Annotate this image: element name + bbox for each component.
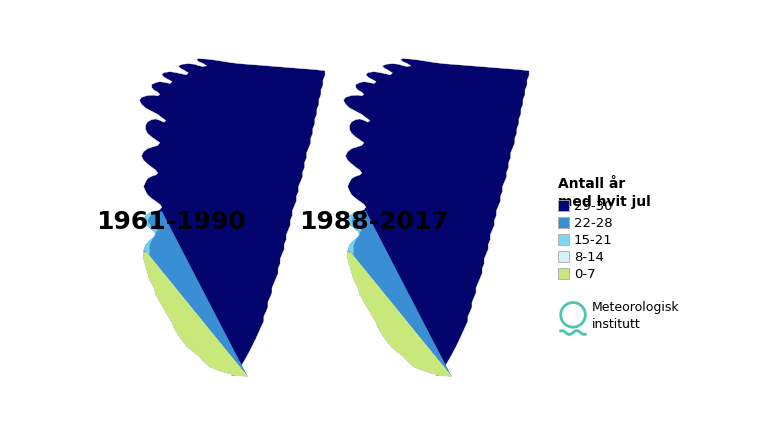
- Bar: [558, 201, 569, 212]
- Polygon shape: [144, 212, 247, 377]
- Polygon shape: [343, 59, 529, 377]
- Bar: [558, 268, 569, 279]
- Text: 29-30: 29-30: [574, 200, 612, 212]
- Text: 0-7: 0-7: [574, 267, 595, 280]
- Polygon shape: [347, 212, 362, 255]
- Text: Meteorologisk
institutt: Meteorologisk institutt: [591, 300, 679, 330]
- Polygon shape: [378, 327, 407, 353]
- Bar: [558, 252, 569, 262]
- Polygon shape: [347, 251, 452, 377]
- Text: 1988-2017: 1988-2017: [299, 209, 449, 233]
- Polygon shape: [347, 251, 452, 377]
- Text: 1961-1990: 1961-1990: [96, 209, 246, 233]
- Text: 8-14: 8-14: [574, 250, 604, 263]
- Bar: [558, 234, 569, 245]
- Text: Antall år
med hvit jul: Antall år med hvit jul: [558, 177, 651, 208]
- Polygon shape: [144, 251, 247, 377]
- Polygon shape: [347, 212, 452, 377]
- Polygon shape: [144, 251, 247, 377]
- Polygon shape: [139, 59, 325, 377]
- Text: 15-21: 15-21: [574, 233, 613, 246]
- Polygon shape: [174, 327, 203, 353]
- Polygon shape: [144, 212, 157, 255]
- Text: 22-28: 22-28: [574, 216, 612, 229]
- Bar: [558, 218, 569, 228]
